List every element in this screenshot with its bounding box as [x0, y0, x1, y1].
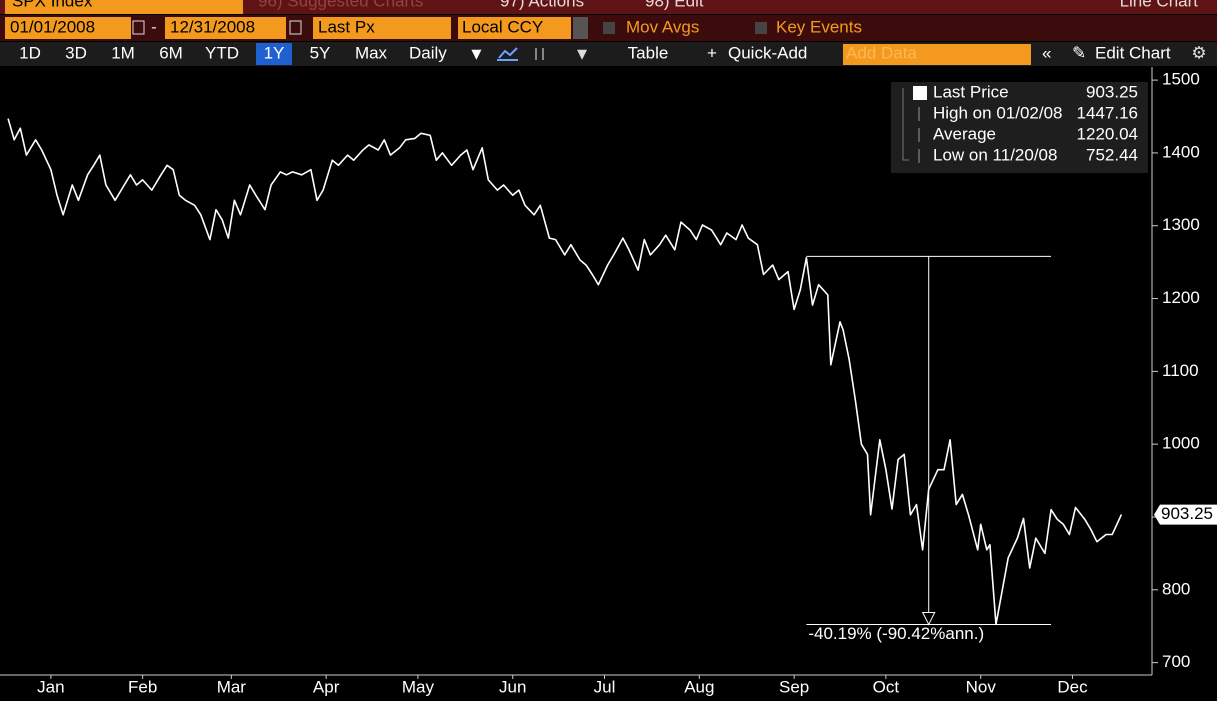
toggle[interactable]: Key Events — [776, 17, 862, 36]
x-tick-label: Nov — [966, 677, 997, 696]
period-button[interactable]: YTD — [205, 43, 239, 62]
calendar-icon[interactable] — [132, 20, 145, 35]
dropdown-arrow[interactable]: ▼ — [574, 44, 591, 63]
checkbox[interactable] — [603, 22, 615, 34]
edit-chart[interactable]: Edit Chart — [1095, 43, 1171, 62]
security-box — [5, 0, 243, 14]
x-tick-label: Mar — [217, 677, 247, 696]
period-button[interactable]: 3D — [65, 43, 87, 62]
x-tick-label: Feb — [128, 677, 157, 696]
field-box[interactable] — [313, 17, 451, 39]
y-tick-label: 1100 — [1162, 361, 1199, 380]
price-line — [7, 118, 1123, 626]
menu[interactable]: 97) Actions — [500, 0, 584, 10]
frequency[interactable]: Daily — [409, 43, 447, 62]
line-chart-icon[interactable] — [497, 47, 518, 61]
checkbox[interactable] — [755, 22, 767, 34]
add-data[interactable]: Add Data — [846, 43, 917, 62]
period-button[interactable]: 1Y — [264, 43, 285, 62]
date-dash: - — [151, 17, 157, 36]
x-tick-label: Aug — [684, 677, 714, 696]
period-button[interactable]: Max — [355, 43, 388, 62]
period-button[interactable]: 1M — [111, 43, 135, 62]
y-tick-label: 800 — [1162, 579, 1190, 598]
legend-value: 752.44 — [1086, 145, 1138, 164]
measure-arrow — [921, 611, 936, 626]
last-value-tag — [1154, 504, 1217, 525]
x-tick-label: Oct — [873, 677, 900, 696]
legend-label: Low on 11/20/08 — [933, 145, 1057, 164]
dropdown-button[interactable] — [573, 17, 588, 39]
y-tick-label: 1000 — [1162, 434, 1200, 453]
security: SPX Index — [12, 0, 93, 10]
currency[interactable]: Local CCY — [462, 17, 543, 36]
end-date[interactable]: 12/31/2008 — [170, 17, 255, 36]
period-button[interactable]: 6M — [159, 43, 183, 62]
pencil-icon[interactable]: ✎ — [1072, 43, 1086, 62]
period-button[interactable]: 1D — [19, 43, 41, 62]
collapse-icon[interactable]: « — [1042, 43, 1051, 62]
active-period-bg — [256, 43, 292, 65]
plus-icon[interactable]: + — [707, 43, 717, 62]
x-tick-label: Jun — [499, 677, 526, 696]
y-tick-label: 1400 — [1162, 142, 1200, 161]
start-date-box[interactable] — [5, 17, 131, 39]
chart-type: Line Chart — [1120, 0, 1199, 10]
currency-box[interactable] — [458, 17, 571, 39]
period-button[interactable]: 5Y — [310, 43, 331, 62]
menu[interactable]: 98) Edit — [645, 0, 704, 10]
x-tick-label: Jan — [37, 677, 64, 696]
legend-value: 1220.04 — [1077, 124, 1138, 143]
toggle[interactable]: Mov Avgs — [626, 17, 699, 36]
legend-label: High on 01/02/08 — [933, 103, 1063, 122]
menu[interactable]: 96) Suggested Charts — [258, 0, 423, 10]
legend-swatch — [913, 86, 927, 100]
gear-icon[interactable]: ⚙ — [1191, 43, 1206, 62]
y-tick-label: 1500 — [1162, 70, 1200, 89]
x-tick-label: May — [402, 677, 435, 696]
legend-value: 903.25 — [1086, 82, 1138, 101]
dropdown-arrow: ▼ — [468, 44, 485, 63]
x-tick-label: Apr — [313, 677, 340, 696]
legend-box — [891, 82, 1148, 173]
y-tick-label: 1300 — [1162, 215, 1200, 234]
title-bar — [0, 0, 1217, 14]
legend-value: 1447.16 — [1077, 103, 1138, 122]
start-date[interactable]: 01/01/2008 — [10, 17, 95, 36]
table-button[interactable]: Table — [628, 43, 669, 62]
bar-chart-icon[interactable] — [535, 48, 544, 60]
field[interactable]: Last Px — [318, 17, 375, 36]
measure-label: -40.19% (-90.42%ann.) — [808, 624, 984, 643]
x-tick-label: Jul — [594, 677, 616, 696]
x-tick-label: Sep — [779, 677, 809, 696]
last-value-label: 903.25 — [1161, 504, 1213, 523]
add-data-box[interactable] — [843, 44, 1031, 65]
y-tick-label: 1200 — [1162, 288, 1200, 307]
y-tick-label: 700 — [1162, 652, 1190, 671]
legend-bracket — [902, 88, 909, 161]
calendar-icon[interactable] — [289, 20, 302, 35]
end-date-box[interactable] — [165, 17, 286, 39]
legend-label: Last Price — [933, 82, 1009, 101]
quick-add[interactable]: Quick-Add — [728, 43, 807, 62]
legend-label: Average — [933, 124, 996, 143]
x-tick-label: Dec — [1057, 677, 1088, 696]
